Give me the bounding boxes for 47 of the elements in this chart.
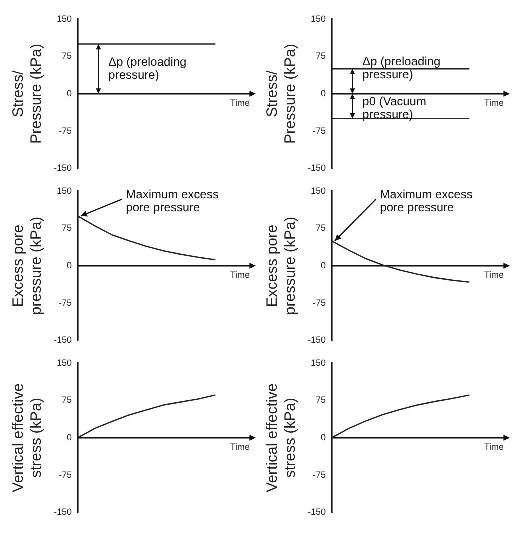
y-tick-label: 150: [310, 14, 326, 24]
y-tick-label: -75: [59, 126, 72, 136]
y-axis-title: Stress/ Pressure (kPa): [10, 44, 46, 144]
y-tick-label: 0: [67, 260, 72, 270]
y-axis-title: Vertical effective stress (kPa): [10, 384, 46, 492]
y-tick-label: -150: [308, 507, 326, 518]
y-axis-title: Excess pore pressure (kPa): [264, 216, 300, 316]
y-tick-label: 75: [62, 223, 72, 234]
y-tick-label: -150: [308, 163, 326, 174]
y-tick-label: -150: [308, 335, 326, 346]
y-axis-title: Stress/ Pressure (kPa): [264, 44, 300, 144]
annotation: p0 (Vacuum pressure): [362, 94, 426, 122]
y-tick-label: -150: [54, 335, 72, 346]
y-tick-label: 0: [321, 260, 326, 270]
x-axis-title: Time: [230, 98, 250, 108]
y-tick-label: -75: [59, 470, 72, 480]
y-tick-label: 150: [56, 358, 72, 368]
y-tick-label: -150: [54, 163, 72, 174]
y-tick-label: -150: [54, 507, 72, 518]
x-axis-title: Time: [230, 442, 250, 452]
y-tick-label: -75: [59, 298, 72, 308]
y-tick-label: 0: [67, 432, 72, 442]
annotation: Δp (preloading pressure): [108, 54, 187, 82]
y-tick-label: 150: [310, 358, 326, 368]
y-tick-label: 75: [316, 51, 326, 62]
y-tick-label: 150: [56, 186, 72, 196]
x-axis-title: Time: [484, 442, 504, 452]
x-axis-title: Time: [484, 270, 504, 280]
y-tick-label: 0: [321, 88, 326, 98]
y-tick-label: 75: [62, 51, 72, 62]
y-tick-label: -75: [313, 126, 326, 136]
x-axis-title: Time: [484, 98, 504, 108]
y-tick-label: 75: [316, 395, 326, 406]
y-tick-label: -75: [313, 470, 326, 480]
y-tick-label: 0: [67, 88, 72, 98]
y-tick-label: 150: [56, 14, 72, 24]
x-axis-title: Time: [230, 270, 250, 280]
y-tick-label: 75: [316, 223, 326, 234]
y-axis-title: Excess pore pressure (kPa): [10, 216, 46, 316]
y-axis-title: Vertical effective stress (kPa): [264, 384, 300, 492]
annotation: Δp (preloading pressure): [362, 54, 441, 82]
y-tick-label: 0: [321, 432, 326, 442]
y-tick-label: 75: [62, 395, 72, 406]
annotation: Maximum excess pore pressure: [126, 188, 219, 215]
annotation: Maximum excess pore pressure: [380, 188, 473, 215]
y-tick-label: 150: [310, 186, 326, 196]
y-tick-label: -75: [313, 298, 326, 308]
